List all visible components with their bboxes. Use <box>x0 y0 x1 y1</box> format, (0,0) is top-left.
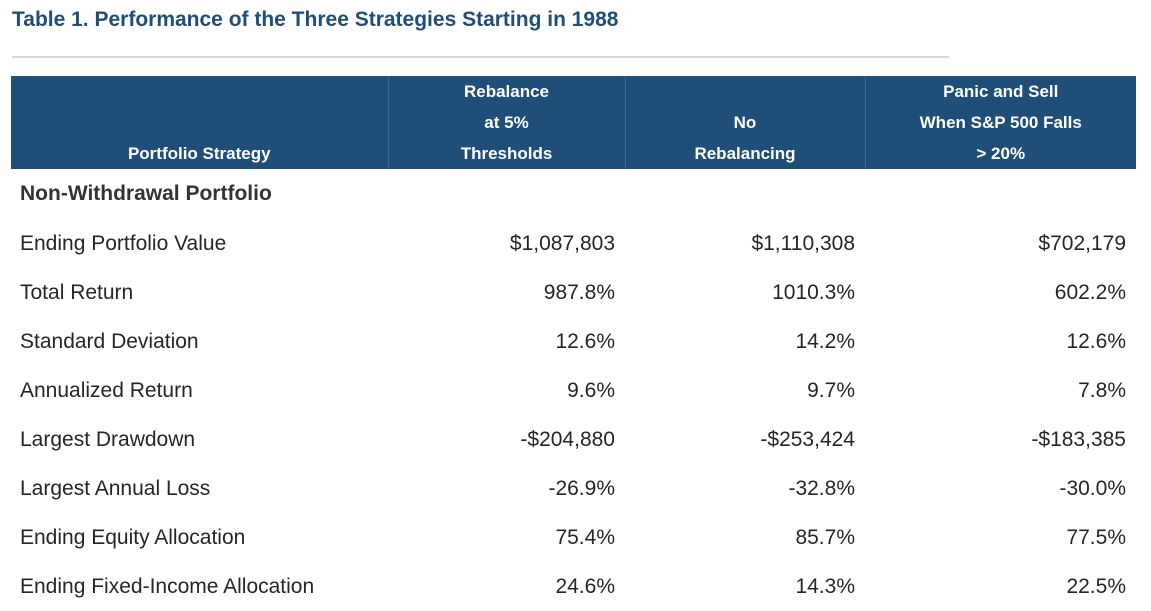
table-row: Largest Annual Loss -26.9% -32.8% -30.0% <box>11 464 1136 513</box>
cell-rebalance: 987.8% <box>543 280 615 304</box>
header-no-rebalancing: No Rebalancing <box>624 76 865 169</box>
header-line: When S&P 500 Falls <box>919 113 1082 132</box>
section-title: Non-Withdrawal Portfolio <box>20 182 272 205</box>
cell-panic-sell: 77.5% <box>1066 525 1126 549</box>
header-line: > 20% <box>976 144 1026 163</box>
header-line: Rebalance <box>463 82 550 101</box>
row-label: Total Return <box>20 280 134 304</box>
performance-table: Portfolio Strategy Rebalance at 5% Thres… <box>11 76 1136 611</box>
table-row: Ending Equity Allocation 75.4% 85.7% 77.… <box>11 513 1136 562</box>
table-row: Annualized Return 9.6% 9.7% 7.8% <box>11 366 1136 415</box>
cell-no-rebalancing: 14.3% <box>795 574 855 598</box>
header-line: Portfolio Strategy <box>127 144 271 163</box>
header-rebalance-5pct: Rebalance at 5% Thresholds <box>387 76 625 169</box>
cell-rebalance: 24.6% <box>555 574 615 598</box>
table-title: Table 1. Performance of the Three Strate… <box>12 8 619 31</box>
header-line: Rebalancing <box>694 144 796 163</box>
row-label: Ending Equity Allocation <box>20 525 246 549</box>
table-header: Portfolio Strategy Rebalance at 5% Thres… <box>11 76 1136 169</box>
header-row: Portfolio Strategy Rebalance at 5% Thres… <box>11 76 1136 169</box>
row-label: Largest Annual Loss <box>20 476 211 500</box>
cell-panic-sell: 7.8% <box>1078 378 1126 402</box>
table-row: Total Return 987.8% 1010.3% 602.2% <box>11 268 1136 317</box>
performance-table-container: Portfolio Strategy Rebalance at 5% Thres… <box>11 76 1136 611</box>
cell-no-rebalancing: 85.7% <box>795 525 855 549</box>
row-label: Standard Deviation <box>20 329 199 353</box>
header-line: No <box>733 113 757 132</box>
cell-panic-sell: -$183,385 <box>1031 427 1126 451</box>
row-label: Ending Portfolio Value <box>20 231 227 255</box>
cell-rebalance: 12.6% <box>555 329 615 353</box>
table-row: Largest Drawdown -$204,880 -$253,424 -$1… <box>11 415 1136 464</box>
header-panic-and-sell: Panic and Sell When S&P 500 Falls > 20% <box>864 76 1136 169</box>
row-label: Ending Fixed-Income Allocation <box>20 574 315 598</box>
row-label: Largest Drawdown <box>20 427 196 451</box>
cell-no-rebalancing: -32.8% <box>788 476 855 500</box>
cell-rebalance: -$204,880 <box>520 427 615 451</box>
cell-rebalance: 75.4% <box>555 525 615 549</box>
cell-no-rebalancing: 9.7% <box>807 378 855 402</box>
cell-panic-sell: $702,179 <box>1038 231 1126 255</box>
row-label: Annualized Return <box>20 378 193 402</box>
header-portfolio-strategy: Portfolio Strategy <box>11 76 388 169</box>
cell-rebalance: $1,087,803 <box>509 231 615 255</box>
cell-rebalance: 9.6% <box>567 378 615 402</box>
cell-panic-sell: 22.5% <box>1066 574 1126 598</box>
section-row: Non-Withdrawal Portfolio <box>11 169 1136 219</box>
title-divider <box>12 56 949 58</box>
cell-panic-sell: -30.0% <box>1059 476 1126 500</box>
header-line: at 5% <box>484 113 529 132</box>
cell-panic-sell: 602.2% <box>1054 280 1126 304</box>
table-body: Non-Withdrawal Portfolio Ending Portfoli… <box>11 169 1136 611</box>
table-row: Standard Deviation 12.6% 14.2% 12.6% <box>11 317 1136 366</box>
table-row: Ending Fixed-Income Allocation 24.6% 14.… <box>11 562 1136 611</box>
cell-no-rebalancing: -$253,424 <box>760 427 855 451</box>
cell-no-rebalancing: 1010.3% <box>772 280 855 304</box>
cell-no-rebalancing: 14.2% <box>795 329 855 353</box>
cell-panic-sell: 12.6% <box>1066 329 1126 353</box>
header-line: Panic and Sell <box>943 82 1059 101</box>
table-row: Ending Portfolio Value $1,087,803 $1,110… <box>11 219 1136 268</box>
header-line: Thresholds <box>460 144 553 163</box>
cell-no-rebalancing: $1,110,308 <box>751 231 855 255</box>
cell-rebalance: -26.9% <box>548 476 615 500</box>
